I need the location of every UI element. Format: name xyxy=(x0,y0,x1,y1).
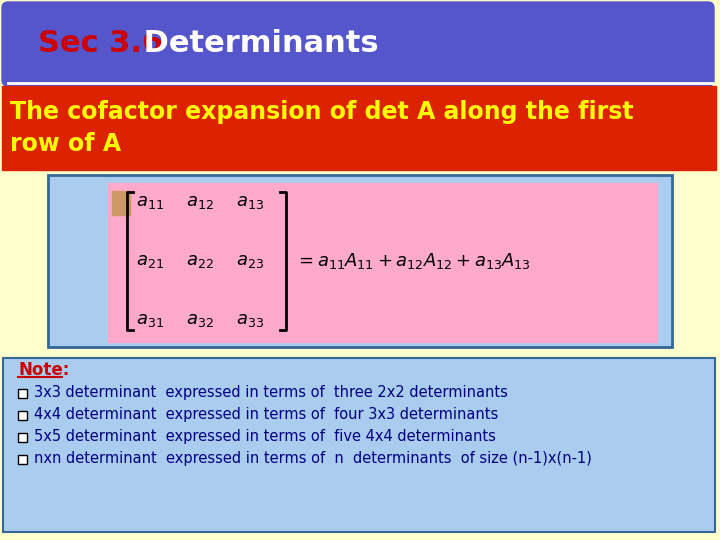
Text: 4x4 determinant  expressed in terms of  four 3x3 determinants: 4x4 determinant expressed in terms of fo… xyxy=(34,407,498,422)
Text: 3x3 determinant  expressed in terms of  three 2x2 determinants: 3x3 determinant expressed in terms of th… xyxy=(34,384,508,400)
FancyBboxPatch shape xyxy=(17,455,27,463)
FancyBboxPatch shape xyxy=(112,191,130,215)
FancyBboxPatch shape xyxy=(48,175,672,347)
Text: $a_{32}$: $a_{32}$ xyxy=(186,311,214,329)
Text: $= a_{11}A_{11} + a_{12}A_{12} + a_{13}A_{13}$: $= a_{11}A_{11} + a_{12}A_{12} + a_{13}A… xyxy=(295,251,531,271)
FancyBboxPatch shape xyxy=(2,2,714,86)
Text: $a_{21}$: $a_{21}$ xyxy=(136,252,164,270)
FancyBboxPatch shape xyxy=(108,183,657,342)
FancyBboxPatch shape xyxy=(17,433,27,442)
Text: $a_{23}$: $a_{23}$ xyxy=(236,252,264,270)
Text: $a_{22}$: $a_{22}$ xyxy=(186,252,214,270)
Text: The cofactor expansion of det A along the first
row of A: The cofactor expansion of det A along th… xyxy=(10,100,634,156)
Text: $a_{13}$: $a_{13}$ xyxy=(236,193,264,211)
Text: Note:: Note: xyxy=(18,361,69,379)
FancyBboxPatch shape xyxy=(2,86,716,170)
Text: 5x5 determinant  expressed in terms of  five 4x4 determinants: 5x5 determinant expressed in terms of fi… xyxy=(34,429,496,443)
Text: $a_{31}$: $a_{31}$ xyxy=(136,311,164,329)
FancyBboxPatch shape xyxy=(3,358,715,532)
Text: Sec 3.6: Sec 3.6 xyxy=(38,30,163,58)
FancyBboxPatch shape xyxy=(17,410,27,420)
Text: nxn determinant  expressed in terms of  n  determinants  of size (n-1)x(n-1): nxn determinant expressed in terms of n … xyxy=(34,450,592,465)
Text: $a_{12}$: $a_{12}$ xyxy=(186,193,214,211)
Text: $a_{33}$: $a_{33}$ xyxy=(236,311,264,329)
FancyBboxPatch shape xyxy=(17,388,27,397)
Text: $a_{11}$: $a_{11}$ xyxy=(136,193,164,211)
Text: Determinants: Determinants xyxy=(133,30,379,58)
